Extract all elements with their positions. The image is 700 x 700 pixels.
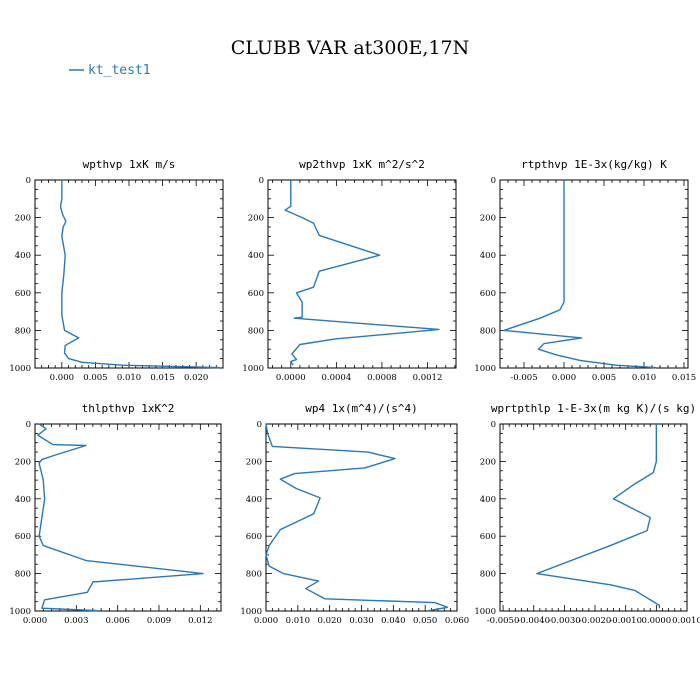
y-tick-label: 400	[246, 495, 262, 505]
x-tick-label: 0.0010	[672, 616, 700, 626]
y-tick-label: 400	[480, 251, 496, 261]
y-tick-label: 400	[248, 251, 264, 261]
y-tick-label: 800	[15, 326, 31, 336]
chart-panel-1: wpthvp 1xK m/s 0 200 400 600 800 1000 0.000 0.00…	[9, 158, 224, 383]
y-tick-label: 600	[248, 289, 264, 299]
y-tick-label: 800	[15, 570, 31, 580]
x-tick-label: 0.0000	[641, 616, 671, 626]
y-tick-label: 200	[15, 214, 31, 224]
y-tick-label: 1000	[240, 607, 262, 617]
x-tick-label: 0.040	[381, 616, 405, 626]
x-tick-label: 0.0004	[321, 373, 351, 383]
series-line-kt_test1	[284, 180, 440, 366]
y-tick-label: 0	[491, 176, 496, 186]
y-tick-label: 600	[15, 289, 31, 299]
y-tick-label: 1000	[474, 607, 496, 617]
x-tick-label: 0.010	[632, 373, 656, 383]
y-tick-label: 0	[26, 420, 31, 430]
panel-title: rtpthvp 1E-3x(kg/kg) K	[521, 158, 667, 171]
y-tick-label: 800	[480, 326, 496, 336]
x-tick-label: 0.005	[83, 373, 107, 383]
y-tick-label: 600	[246, 532, 262, 542]
y-tick-label: 1000	[242, 364, 264, 374]
x-tick-label: -0.005	[510, 373, 537, 383]
legend-label: kt_test1	[88, 63, 151, 78]
y-tick-label: 1000	[9, 607, 31, 617]
panel-title: wp2thvp 1xK m^2/s^2	[299, 158, 425, 171]
y-tick-label: 0	[491, 420, 496, 430]
x-tick-label: -0.0030	[548, 616, 581, 626]
y-tick-label: 600	[480, 532, 496, 542]
x-tick-label: 0.015	[150, 373, 174, 383]
figure-title: CLUBB VAR at300E,17N	[231, 37, 470, 59]
y-tick-label: 1000	[9, 364, 31, 374]
x-tick-label: -0.0020	[579, 616, 612, 626]
y-tick-label: 400	[15, 251, 31, 261]
y-tick-label: 600	[480, 289, 496, 299]
y-tick-label: 800	[480, 570, 496, 580]
chart-panel-3: rtpthvp 1E-3x(kg/kg) K 0 200 400 600 800 1000 -…	[474, 158, 696, 383]
x-tick-label: 0.015	[672, 373, 696, 383]
x-tick-label: 0.030	[349, 616, 373, 626]
series-line-kt_test1	[37, 423, 204, 612]
x-tick-label: 0.050	[413, 616, 437, 626]
series-line-kt_test1	[503, 180, 657, 369]
x-tick-label: 0.005	[592, 373, 616, 383]
x-tick-label: 0.000	[254, 616, 278, 626]
series-line-kt_test1	[59, 180, 220, 369]
y-tick-label: 200	[248, 214, 264, 224]
y-tick-label: 800	[248, 326, 264, 336]
y-tick-label: 400	[15, 495, 31, 505]
y-tick-label: 800	[246, 570, 262, 580]
x-tick-label: 0.010	[117, 373, 141, 383]
x-tick-label: 0.020	[184, 373, 208, 383]
x-tick-label: 0.0012	[413, 373, 443, 383]
x-tick-label: 0.010	[286, 616, 310, 626]
x-tick-label: 0.000	[552, 373, 576, 383]
x-tick-label: 0.000	[23, 616, 47, 626]
panel-title: wprtpthlp 1-E-3x(m kg K)/(s kg)	[491, 402, 696, 415]
y-tick-label: 200	[15, 457, 31, 467]
series-line-kt_test1	[536, 424, 661, 609]
x-tick-label: 0.060	[445, 616, 469, 626]
y-tick-label: 200	[246, 457, 262, 467]
x-tick-label: 0.0000	[276, 373, 306, 383]
panel-title: wp4 1x(m^4)/(s^4)	[305, 402, 418, 415]
x-tick-label: 0.003	[64, 616, 88, 626]
legend: kt_test1	[69, 63, 151, 78]
x-tick-label: -0.0010	[609, 616, 642, 626]
y-tick-label: 1000	[474, 364, 496, 374]
y-tick-label: 0	[26, 176, 31, 186]
x-tick-label: 0.020	[317, 616, 341, 626]
y-tick-label: 200	[480, 457, 496, 467]
x-tick-label: -0.0050	[487, 616, 520, 626]
panel-title: thlpthvp 1xK^2	[82, 402, 175, 415]
x-tick-label: 0.006	[105, 616, 129, 626]
x-tick-label: 0.0008	[367, 373, 397, 383]
x-tick-label: -0.0040	[517, 616, 550, 626]
y-tick-label: 0	[257, 420, 262, 430]
chart-panel-6: wprtpthlp 1-E-3x(m kg K)/(s kg) 0 200 400 60…	[474, 402, 700, 626]
series-line-kt_test1	[265, 423, 449, 612]
y-tick-label: 200	[480, 214, 496, 224]
y-tick-label: 0	[259, 176, 264, 186]
y-tick-label: 400	[480, 495, 496, 505]
y-tick-label: 600	[15, 532, 31, 542]
x-tick-label: 0.000	[50, 373, 74, 383]
panel-title: wpthvp 1xK m/s	[83, 158, 176, 171]
chart-panel-2: wp2thvp 1xK m^2/s^2 0 200 400 600 800 1000 0.00…	[242, 158, 457, 383]
x-tick-label: 0.012	[188, 616, 212, 626]
x-tick-label: 0.009	[147, 616, 171, 626]
